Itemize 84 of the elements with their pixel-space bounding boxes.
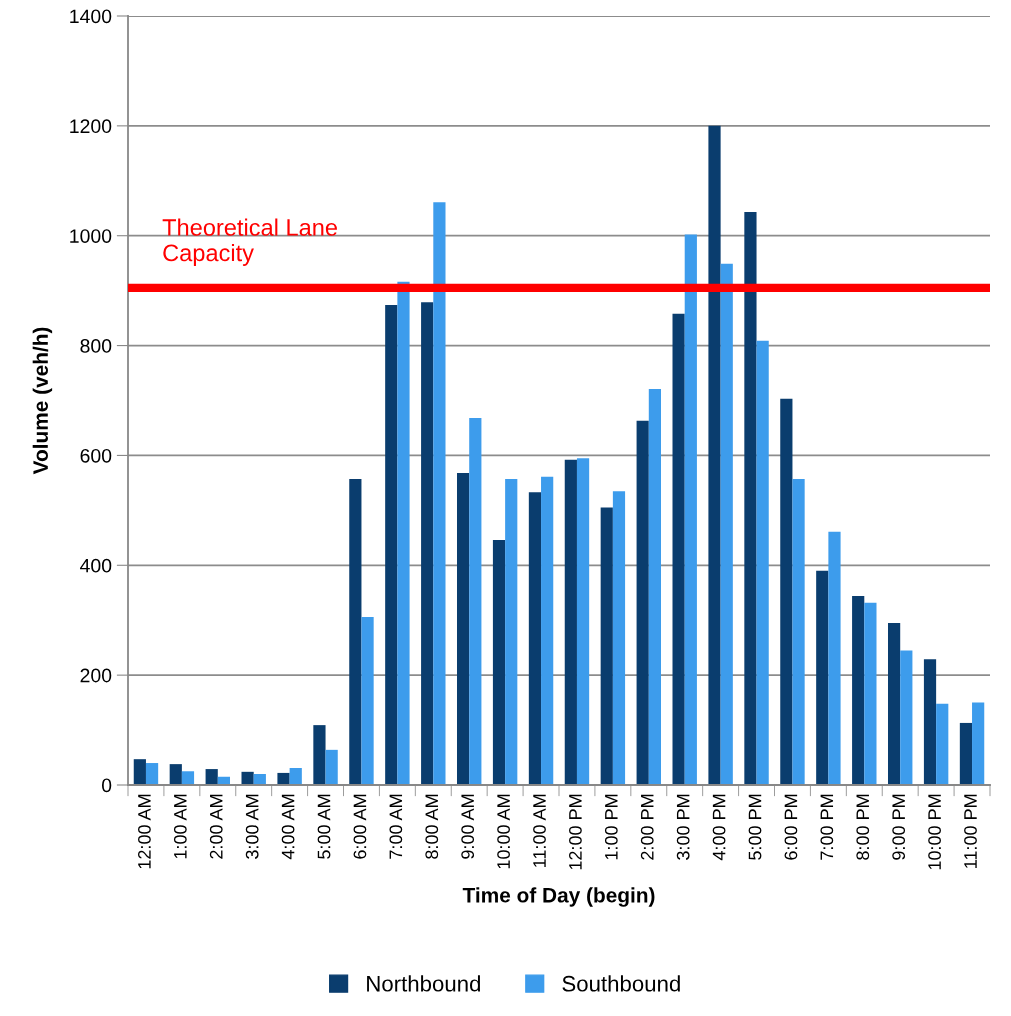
bar	[397, 281, 410, 785]
x-tick-label: 5:00 AM	[317, 794, 331, 859]
bar	[852, 596, 865, 785]
y-tick-label: 0	[101, 778, 112, 793]
x-tick-label: 7:00 PM	[820, 794, 834, 860]
y-axis-title: Volume (veh/h)	[32, 327, 53, 475]
bar	[457, 473, 470, 785]
bar	[541, 476, 554, 785]
bar	[433, 202, 446, 785]
bar	[325, 749, 338, 785]
x-tick-label: 4:00 AM	[281, 794, 295, 860]
bar	[253, 774, 266, 785]
bar	[828, 531, 841, 785]
bar	[720, 263, 733, 785]
bar	[756, 340, 769, 785]
bar	[612, 491, 626, 785]
bar	[672, 313, 685, 785]
bar	[744, 212, 757, 785]
bar	[816, 570, 829, 785]
legend-label: Northbound	[367, 975, 480, 992]
bar	[469, 418, 482, 785]
y-tick-label: 1000	[70, 229, 112, 243]
ref-line-label: Theoretical Lane Capacity	[162, 218, 337, 266]
bar	[708, 125, 721, 785]
x-tick-label: 8:00 AM	[425, 794, 439, 859]
bar	[923, 659, 937, 785]
x-tick-label: 9:00 PM	[892, 794, 906, 860]
bar	[313, 725, 326, 785]
x-axis-title: Time of Day (begin)	[462, 887, 655, 907]
bar	[421, 302, 434, 785]
x-tick-label: 6:00 AM	[353, 794, 367, 859]
bar	[900, 650, 913, 785]
bar	[528, 492, 542, 785]
y-tick-label: 1200	[70, 119, 112, 134]
y-tick-label: 800	[80, 339, 112, 353]
bar	[600, 507, 613, 785]
y-tick-label: 600	[80, 448, 112, 463]
bar	[361, 616, 374, 785]
x-tick-label: 2:00 PM	[640, 794, 654, 860]
bar	[505, 479, 518, 785]
bar	[289, 767, 302, 785]
bar	[780, 398, 793, 785]
bar	[888, 622, 901, 785]
x-tick-label: 1:00 AM	[173, 794, 187, 859]
x-tick-label: 3:00 AM	[245, 794, 259, 859]
x-tick-label: 12:00 AM	[138, 794, 151, 869]
x-tick-label: 10:00 PM	[928, 794, 941, 870]
x-tick-label: 9:00 AM	[461, 794, 475, 859]
bar	[792, 479, 805, 785]
bar	[205, 769, 218, 785]
bar	[648, 388, 661, 785]
bar	[277, 772, 290, 785]
bar	[564, 459, 577, 785]
bar	[959, 722, 973, 785]
bar	[576, 458, 590, 785]
x-tick-label: 3:00 PM	[676, 794, 690, 860]
x-tick-label: 8:00 PM	[856, 794, 870, 860]
x-tick-label: 5:00 PM	[748, 794, 762, 860]
x-tick-label: 1:00 PM	[604, 794, 618, 860]
y-tick-label: 200	[80, 668, 112, 683]
bar	[492, 540, 506, 785]
bar	[181, 771, 195, 785]
x-tick-label: 11:00 PM	[964, 794, 977, 868]
bar	[864, 602, 877, 785]
bar	[349, 479, 362, 785]
x-tick-label: 11:00 AM	[533, 794, 546, 867]
x-tick-label: 7:00 AM	[389, 794, 403, 859]
x-tick-label: 2:00 AM	[209, 794, 223, 859]
bar	[145, 763, 159, 785]
x-tick-label: 4:00 PM	[712, 794, 726, 861]
x-tick-label: 12:00 PM	[569, 794, 582, 870]
bar	[684, 234, 697, 785]
y-tick-label: 400	[80, 558, 112, 573]
legend-label: Southbound	[562, 975, 680, 992]
bar	[241, 771, 254, 785]
bar	[636, 420, 649, 785]
bar	[972, 702, 985, 785]
bar	[169, 764, 182, 785]
x-tick-label: 10:00 AM	[497, 794, 510, 869]
bar	[936, 703, 949, 785]
bar	[385, 304, 398, 785]
bar	[133, 759, 146, 785]
x-tick-label: 6:00 PM	[784, 794, 798, 860]
y-tick-label: 1400	[70, 9, 112, 24]
